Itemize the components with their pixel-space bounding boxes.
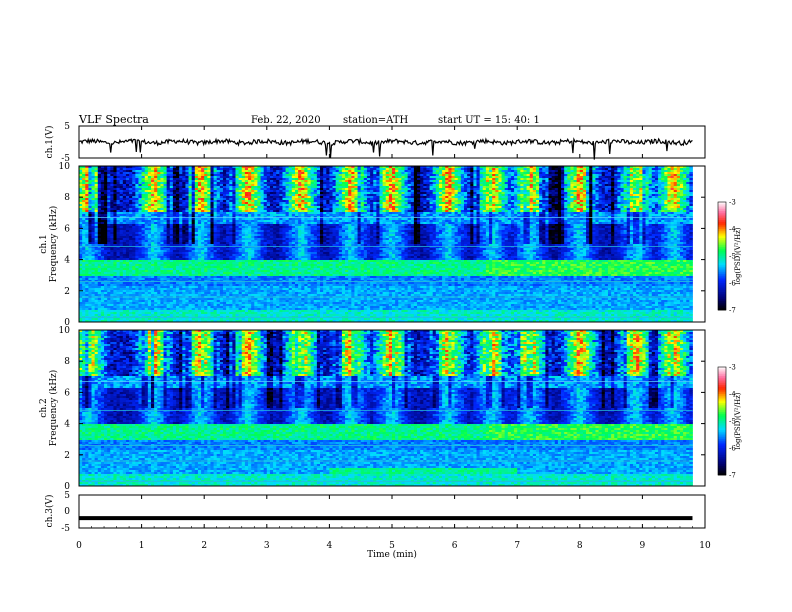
ch1-series-line — [79, 139, 693, 160]
ch1-waveform-panel: 5 -5 ch.1(V) — [44, 122, 705, 164]
ch1-ylabel: ch.1(V) — [44, 126, 55, 159]
vlf-figure: VLF Spectra Feb. 22, 2020 station=ATH st… — [0, 0, 792, 612]
ch1-ytick-top: 5 — [64, 122, 70, 132]
station-label: station=ATH — [343, 115, 409, 126]
figure-title: VLF Spectra — [78, 113, 149, 126]
start-time-label: start UT = 15: 40: 1 — [438, 115, 540, 126]
date-label: Feb. 22, 2020 — [251, 115, 321, 126]
ch1-spectrogram-image — [79, 166, 693, 322]
